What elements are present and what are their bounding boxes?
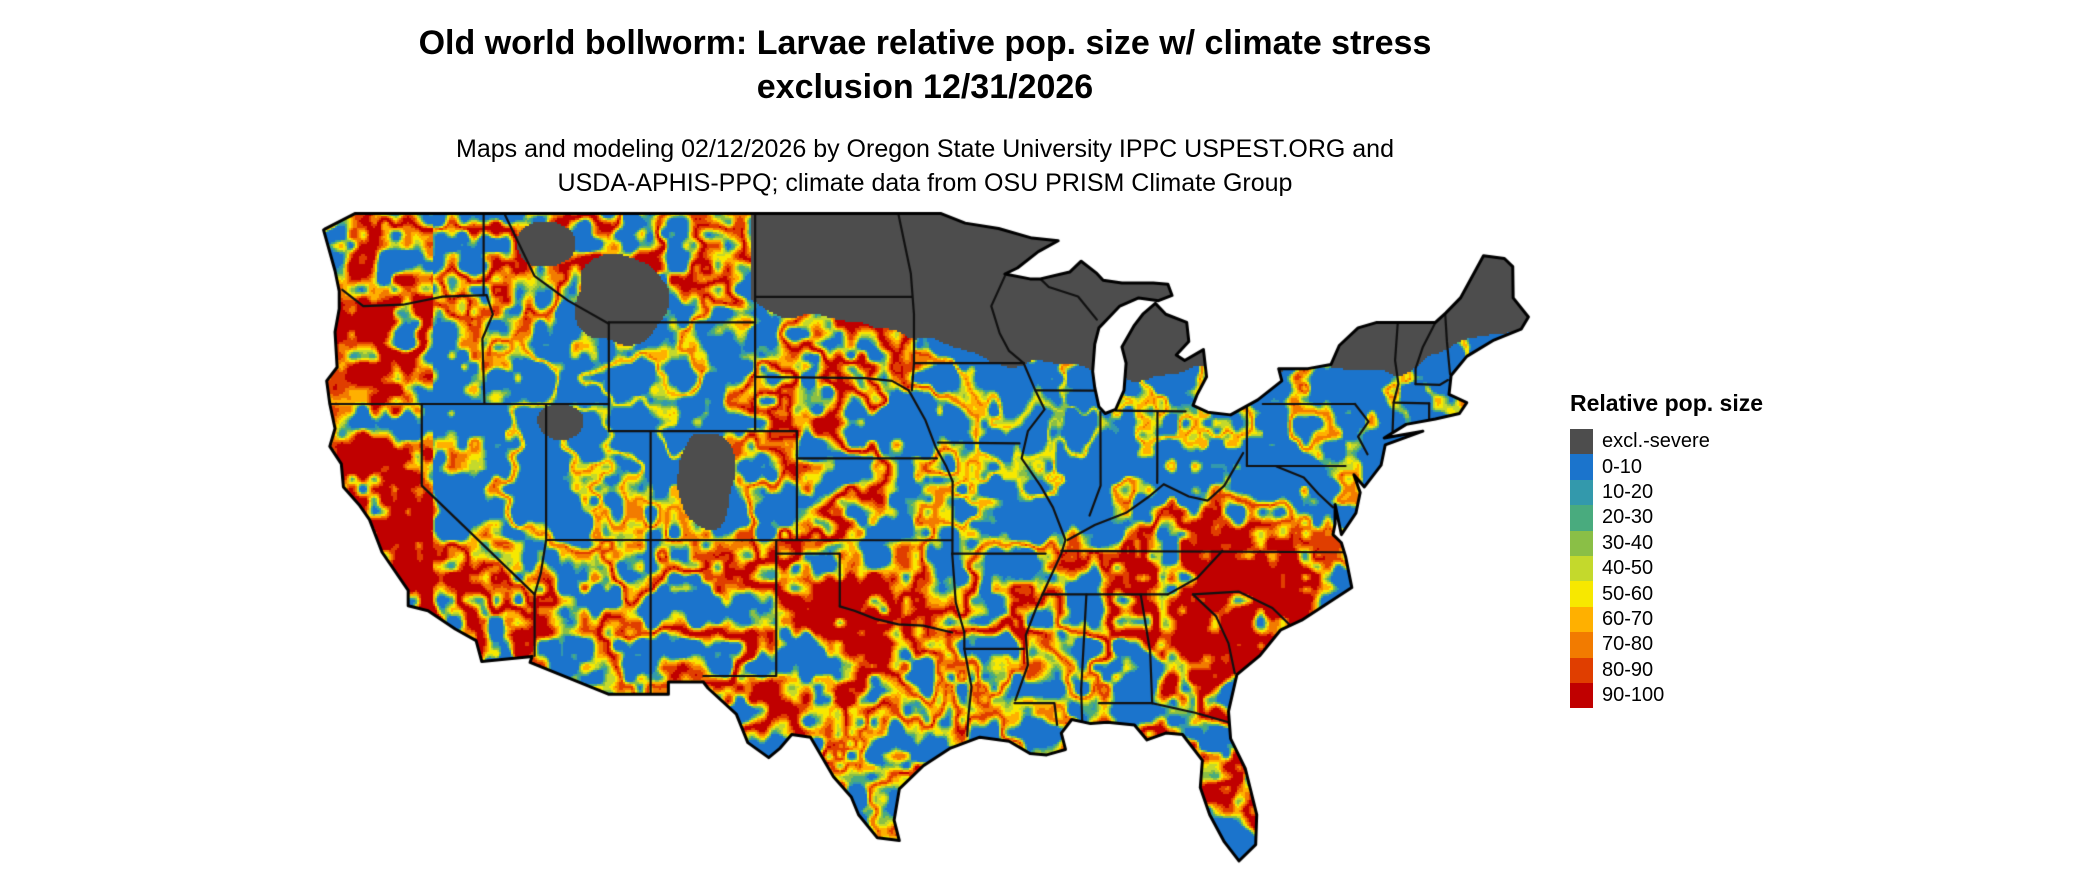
page-title: Old world bollworm: Larvae relative pop.…: [418, 24, 1432, 106]
legend-swatch: [1570, 657, 1593, 683]
legend-label: 30-40: [1602, 531, 1654, 554]
legend-label: 60-70: [1602, 607, 1654, 630]
page-subtitle: Maps and modeling 02/12/2026 by Oregon S…: [456, 135, 1394, 197]
legend-entry: 40-50: [1570, 555, 1763, 582]
legend-entry: excl.-severe: [1570, 429, 1763, 455]
legend-swatch: [1570, 555, 1593, 582]
legend-entry: 80-90: [1570, 657, 1763, 683]
legend-swatch: [1570, 682, 1593, 709]
us-risk-map-canvas: [311, 200, 1533, 876]
legend-entry: 70-80: [1570, 632, 1763, 658]
legend-swatch: [1570, 530, 1593, 556]
legend-label: 50-60: [1602, 582, 1654, 605]
legend-label: 20-30: [1602, 506, 1654, 529]
legend-label: 40-50: [1602, 557, 1654, 580]
legend-swatch: [1570, 632, 1593, 658]
legend-entry: 30-40: [1570, 530, 1763, 556]
legend-entry: 50-60: [1570, 581, 1763, 607]
legend-swatch: [1570, 429, 1593, 455]
legend-label: 10-20: [1602, 480, 1654, 503]
legend-swatch: [1570, 454, 1593, 480]
header: Old world bollworm: Larvae relative pop.…: [320, 22, 1530, 200]
legend-entries: excl.-severe 0-10 10-20 20-30 30-40 40-50 50-6…: [1570, 429, 1763, 709]
legend-label: 80-90: [1602, 658, 1654, 681]
legend-swatch: [1570, 505, 1593, 531]
legend-label: excl.-severe: [1602, 430, 1710, 453]
legend-label: 0-10: [1602, 455, 1643, 478]
legend-entry: 60-70: [1570, 606, 1763, 633]
legend-title: Relative pop. size: [1570, 390, 1764, 416]
legend-label: 70-80: [1602, 633, 1654, 656]
legend: Relative pop. size excl.-severe 0-10 10-20…: [1570, 390, 1764, 709]
legend-label: 90-100: [1602, 684, 1665, 707]
legend-swatch: [1570, 606, 1593, 633]
legend-entry: 20-30: [1570, 505, 1763, 531]
legend-entry: 90-100: [1570, 682, 1763, 709]
legend-swatch: [1570, 581, 1593, 607]
legend-entry: 0-10: [1570, 454, 1763, 480]
legend-swatch: [1570, 479, 1593, 506]
legend-entry: 10-20: [1570, 479, 1763, 506]
